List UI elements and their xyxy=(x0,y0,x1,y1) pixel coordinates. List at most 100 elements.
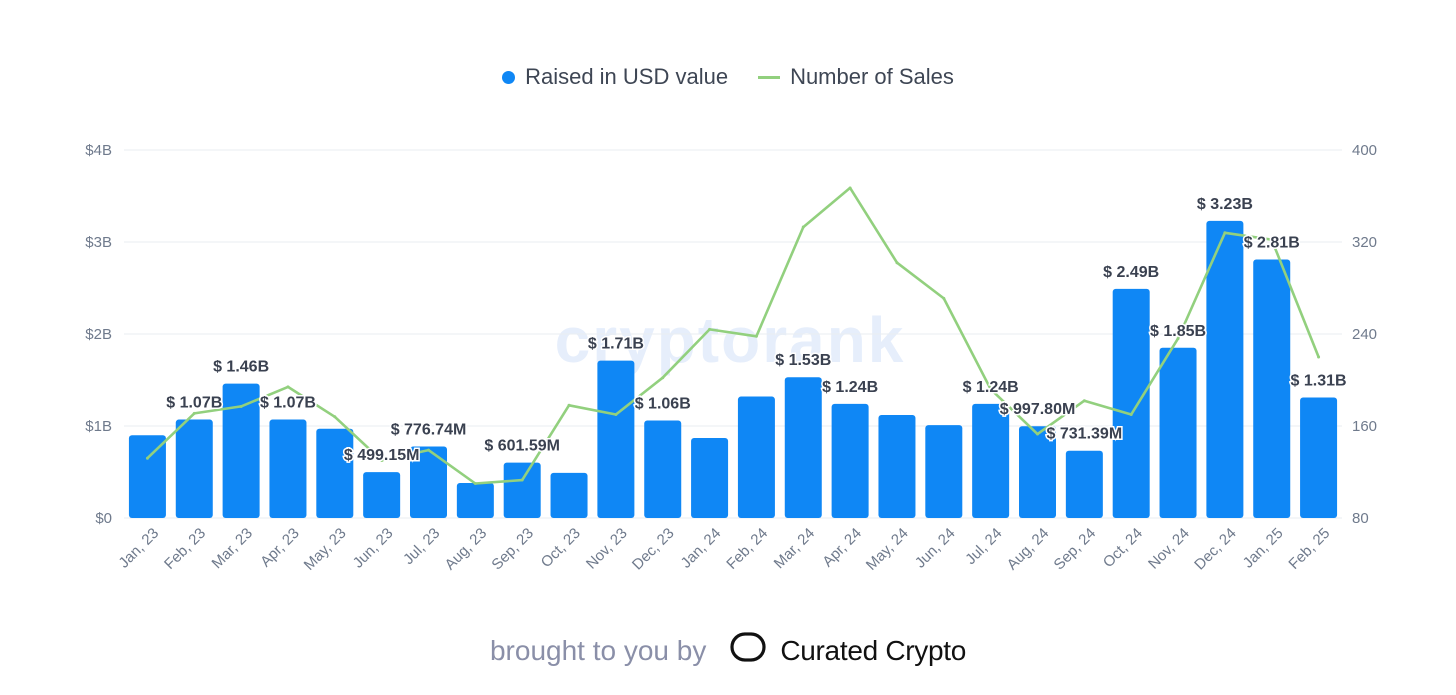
bar xyxy=(128,435,166,518)
x-tick-label: Apr, 23 xyxy=(257,525,303,571)
line-point xyxy=(942,296,946,300)
legend-item-raised[interactable]: Raised in USD value xyxy=(502,64,728,90)
y-right-tick-label: 320 xyxy=(1352,234,1377,251)
bar-data-label: $ 2.49B xyxy=(1103,264,1159,281)
x-tick-label: Dec, 24 xyxy=(1191,525,1240,574)
bar-data-label: $ 1.24B xyxy=(963,379,1019,396)
bar xyxy=(925,425,963,518)
bar xyxy=(878,414,916,518)
y-left-tick-label: $3B xyxy=(85,234,112,251)
line-point xyxy=(708,327,712,331)
bar xyxy=(831,403,869,518)
legend-label-sales: Number of Sales xyxy=(790,64,954,89)
bar xyxy=(1159,347,1197,518)
bar-data-label: $ 1.31B xyxy=(1291,372,1347,389)
x-tick-label: Feb, 25 xyxy=(1285,525,1333,573)
line-point xyxy=(1270,238,1274,242)
bar xyxy=(972,403,1010,518)
bar-data-label: $ 1.53B xyxy=(775,352,831,369)
bar-data-label: $ 499.15M xyxy=(344,447,420,464)
footer-prefix: brought to you by xyxy=(489,634,707,666)
line-point xyxy=(614,413,618,416)
bar xyxy=(691,437,729,518)
x-tick-label: Jul, 24 xyxy=(962,525,1005,568)
line-point xyxy=(989,387,993,391)
line-point xyxy=(1129,413,1133,416)
line-point xyxy=(801,225,805,229)
bar-data-label: $ 1.06B xyxy=(635,395,691,412)
bar xyxy=(175,419,213,518)
double-c-logo-icon xyxy=(728,630,768,671)
y-left-tick-label: $4B xyxy=(85,142,112,159)
line-point xyxy=(333,415,337,419)
bar xyxy=(1253,259,1291,518)
line-point xyxy=(895,261,899,265)
sales-line xyxy=(146,186,1320,485)
line-point xyxy=(192,411,196,415)
data-labels: $ 1.07B $ 1.46B $ 1.07B $ 499.15M $ 776.74M $… xyxy=(165,194,1348,465)
x-tick-label: Oct, 23 xyxy=(538,525,584,571)
line-point xyxy=(567,403,571,407)
bar xyxy=(1019,426,1056,518)
x-tick-label: Aug, 23 xyxy=(442,525,491,574)
bar-data-label: $ 1.07B xyxy=(260,395,316,412)
line-point xyxy=(145,456,149,460)
line-point xyxy=(1082,399,1086,403)
bar-data-label: $ 1.46B xyxy=(213,359,269,376)
bar-data-label: $ 2.81B xyxy=(1244,234,1300,251)
x-tick-label: Jan, 24 xyxy=(678,525,725,572)
y-left-tick-label: $2B xyxy=(85,326,112,343)
x-tick-label: Jun, 24 xyxy=(912,525,959,572)
bar-data-label: $ 1.85B xyxy=(1150,323,1206,340)
x-tick-label: Nov, 24 xyxy=(1145,525,1193,573)
y-axis-left: $0 $1B $2B $3B $4B xyxy=(85,142,112,527)
bar-data-label: $ 1.71B xyxy=(588,336,644,353)
x-tick-label: Nov, 23 xyxy=(583,525,631,573)
y-left-tick-label: $0 xyxy=(95,510,112,527)
line-point xyxy=(1176,337,1180,341)
line-series xyxy=(145,186,1321,485)
bar xyxy=(1206,220,1244,518)
footer-credit: brought to you by Curated Crypto xyxy=(0,630,1456,671)
x-tick-label: Mar, 24 xyxy=(771,525,818,572)
brand-name: Curated Crypto xyxy=(780,634,967,666)
line-point xyxy=(754,334,758,338)
line-point xyxy=(661,376,665,380)
bar xyxy=(597,360,635,518)
x-tick-label: Sep, 23 xyxy=(488,525,537,574)
bar xyxy=(269,419,307,518)
x-tick-label: May, 23 xyxy=(301,525,350,574)
line-point xyxy=(473,482,477,485)
bar-data-label: $ 1.07B xyxy=(166,395,222,412)
legend: Raised in USD value Number of Sales xyxy=(0,64,1456,90)
legend-label-raised: Raised in USD value xyxy=(525,64,729,89)
x-tick-label: Mar, 23 xyxy=(209,525,256,572)
line-point xyxy=(286,385,290,389)
bar xyxy=(737,396,775,518)
bar-data-label: $ 776.74M xyxy=(391,422,467,439)
x-tick-label: Oct, 24 xyxy=(1100,525,1146,571)
y-axis-right: 80 160 240 320 400 xyxy=(1352,142,1377,527)
bar xyxy=(410,446,447,518)
line-point xyxy=(520,478,524,482)
bar xyxy=(363,472,401,518)
y-right-tick-label: 160 xyxy=(1352,418,1377,435)
bar xyxy=(784,377,822,518)
x-tick-label: Feb, 24 xyxy=(723,525,771,573)
y-right-tick-label: 240 xyxy=(1352,326,1377,343)
legend-item-sales[interactable]: Number of Sales xyxy=(758,64,954,90)
y-right-tick-label: 400 xyxy=(1352,142,1377,159)
bar xyxy=(456,483,494,518)
legend-dot-icon xyxy=(502,70,516,84)
bar xyxy=(644,420,682,518)
x-tick-label: Jun, 23 xyxy=(350,525,397,572)
line-point xyxy=(1317,355,1321,359)
x-tick-label: Sep, 24 xyxy=(1051,525,1100,574)
x-tick-label: Feb, 23 xyxy=(161,525,209,573)
bar xyxy=(1300,397,1338,518)
bar-series xyxy=(128,220,1338,518)
x-tick-label: Dec, 23 xyxy=(629,525,678,574)
